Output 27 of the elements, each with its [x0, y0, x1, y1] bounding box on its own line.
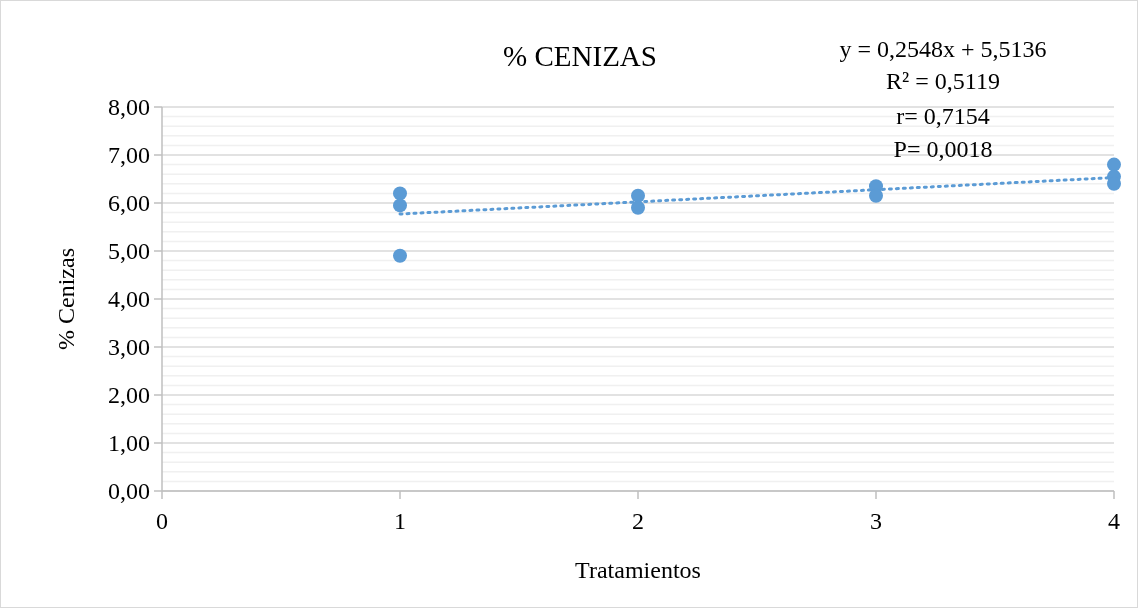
x-tick-label: 1: [394, 508, 406, 534]
y-tick-label: 7,00: [108, 142, 150, 169]
text: y = 0,2548x + 5,5136: [839, 36, 1047, 62]
point: [393, 186, 407, 201]
x-tick-label: 4: [1108, 508, 1120, 534]
y-tick-label: 4,00: [108, 286, 150, 313]
y-axis-title: % Cenizas: [53, 248, 79, 350]
annotation: P= 0,0018: [893, 136, 993, 162]
y-tick-label: 1,00: [108, 430, 150, 457]
chart-title: % CENIZAS: [503, 40, 657, 72]
y-tick-label: 6,00: [108, 190, 150, 217]
x-tick-label: 2: [632, 508, 644, 534]
point: [1107, 157, 1121, 172]
text: R² = 0,5119: [886, 68, 1000, 94]
y-tick-label: 5,00: [108, 238, 150, 265]
point: [393, 198, 407, 213]
annotation: r= 0,7154: [896, 103, 990, 129]
x-tick-label: 0: [156, 508, 168, 534]
x-axis-title: Tratamientos: [575, 557, 701, 583]
y-tick-label: 0,00: [108, 478, 150, 505]
point: [393, 248, 407, 263]
point: [631, 188, 645, 203]
x-tick-label: 3: [870, 508, 882, 534]
y-tick-label: 8,00: [108, 94, 150, 121]
y-tick-label: 2,00: [108, 382, 150, 409]
point: [631, 200, 645, 215]
y-tick-label: 3,00: [108, 334, 150, 361]
